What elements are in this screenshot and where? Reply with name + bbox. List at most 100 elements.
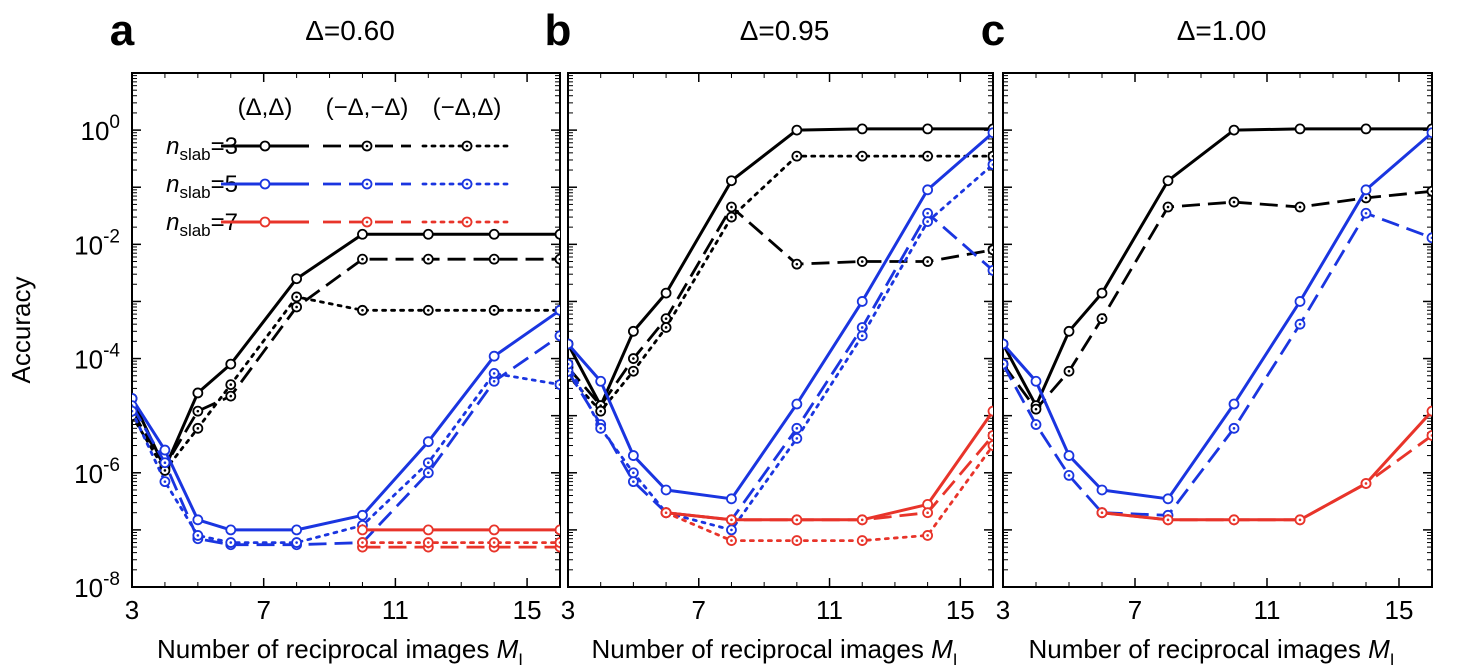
x-tick-label: 15 [1385,595,1414,625]
data-point-center [926,511,929,514]
legend-marker [259,178,271,190]
data-point-center [795,427,799,430]
data-point [554,524,560,536]
y-tick-exponent: -6 [103,455,120,476]
data-point [1030,375,1042,387]
series-group [1003,123,1432,526]
data-point-center [860,518,864,522]
data-point-center [860,260,864,263]
data-point-center [926,220,929,223]
data-point-center [991,154,993,158]
y-tick-base: 10 [74,459,103,489]
data-point [1063,450,1075,461]
data-point-center [163,461,167,465]
data-point-center [295,295,298,299]
data-point-center [492,308,496,312]
data-point-center [492,379,496,383]
data-point-center [427,308,430,312]
data-point [1096,287,1108,299]
data-point-center [730,205,733,209]
data-point-center [427,461,430,465]
data-point [1003,338,1009,350]
data-point [1426,185,1432,197]
data-point [1162,493,1174,505]
legend-column-header: (−Δ,Δ) [433,94,502,121]
data-point-center [795,539,799,542]
data-point-center [1003,362,1005,366]
data-point-center [991,444,993,447]
legend-label-subscript: slab [179,183,210,202]
data-point-center [599,427,602,430]
data-point [922,184,934,196]
data-point-center [1364,482,1368,485]
panel-title: Δ=0.95 [740,15,830,46]
data-point [856,123,868,135]
data-point-center [1067,474,1071,477]
legend-marker-center [365,220,369,224]
data-point-center [1298,518,1302,522]
data-point-center [492,372,496,375]
data-point [554,253,560,265]
legend-label-subscript: slab [179,145,210,164]
data-point-center [860,326,864,329]
data-point [1426,127,1432,139]
data-point-center [295,541,298,544]
data-point-center [1100,511,1104,514]
x-tick-label: 15 [946,595,975,625]
series-line-nslab7-dashed [1101,434,1432,522]
legend-marker-center [365,144,369,148]
data-point-center [361,308,364,312]
y-tick-base: 10 [81,116,110,146]
legend-marker-center [465,144,469,148]
series-line-nslab3-dashed [1003,189,1432,411]
data-point [987,127,993,139]
series-line-nslab5-dashed [1003,211,1432,517]
data-point-center [1100,317,1104,320]
data-point-center [229,383,233,386]
panel-letter: b [545,6,572,55]
data-point-center [730,528,733,532]
data-point-center [664,317,668,320]
data-point-center [361,257,364,261]
data-point [291,273,303,285]
data-point [159,444,171,456]
data-point-center [427,257,430,261]
x-axis-label: Number of reciprocal images MI [157,634,523,669]
series-group [568,123,993,546]
data-point-center [229,541,233,544]
data-point-center [664,511,668,514]
data-point [554,379,560,390]
data-point [291,524,303,536]
x-axis-label-subscript: I [518,650,523,669]
data-point [726,493,737,505]
x-tick-label: 3 [561,595,575,625]
legend-marker-center [465,220,469,224]
data-point [987,440,993,451]
data-point [1228,398,1240,410]
data-point-center [991,248,993,252]
data-point-center [1232,518,1236,522]
data-point-center [558,541,560,544]
data-point [791,398,803,410]
legend-column-header: (Δ,Δ) [238,94,293,121]
data-point [627,325,639,337]
legend-marker [259,216,271,228]
data-point-center [1364,196,1368,200]
plot-frame [131,72,561,588]
data-point-center [1166,518,1170,522]
x-axis-label-text: Number of reciprocal images [157,634,497,664]
y-tick-base: 10 [74,230,103,260]
y-tick-exponent: 0 [109,112,120,133]
data-point-center [558,383,560,386]
y-axis-label: Accuracy [6,277,36,384]
series-line-nslab7-solid [1101,410,1432,522]
data-point [1096,484,1108,496]
data-point-center [427,541,430,544]
data-point [132,405,138,417]
data-point [1063,325,1075,337]
series-line-nslab5-dotted [132,371,560,544]
x-tick-label: 7 [256,595,270,625]
data-point-center [1034,423,1038,426]
data-point-center [1298,205,1302,209]
